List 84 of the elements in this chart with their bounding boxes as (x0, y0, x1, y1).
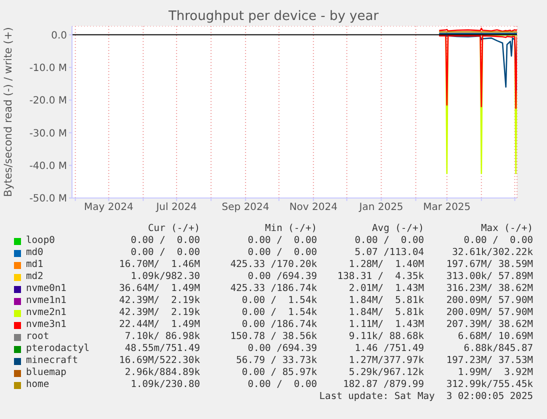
text: 0.00 /186.74k (242, 319, 317, 330)
text: 6.68M/ 10.69M (458, 331, 533, 342)
text: 313.00k/ 57.89M (446, 271, 533, 282)
legend-label: nvme0n1 (26, 283, 66, 294)
text: 9.11k/ 88.68k (348, 331, 424, 342)
chart-title: Throughput per device - by year (167, 9, 380, 24)
text: 32.61k/302.22k (452, 247, 533, 258)
text: 197.67M/ 38.59M (446, 259, 533, 270)
text: 36.64M/ 1.49M (119, 283, 200, 294)
text: 138.31 / 4.35k (337, 271, 424, 282)
text: 150.78 / 38.56k (230, 331, 317, 342)
legend-label: md2 (26, 271, 44, 282)
legend-label: root (26, 331, 50, 342)
text: 1.84M/ 5.81k (348, 307, 424, 318)
y-axis-title: Bytes/second read (-) / write (+) (2, 27, 15, 197)
text: 0.00 / 0.00 (464, 235, 533, 246)
y-tick-label: -10.0 M (29, 63, 67, 74)
text: 48.55m/751.49 (124, 343, 200, 354)
text: 0.00 / 0.00 (248, 379, 317, 390)
text: Max (-/+) (481, 223, 533, 234)
x-tick-label: Sep 2024 (222, 202, 270, 214)
x-tick-label: Mar 2025 (423, 202, 471, 214)
legend-label: bluemap (26, 367, 66, 378)
text: 1.28M/ 1.40M (348, 259, 424, 270)
text: 1.99M/ 3.92M (458, 367, 533, 378)
text: 425.33 /170.20k (230, 259, 317, 270)
text: 0.00 /694.39 (248, 343, 317, 354)
text: 0.00 / 0.00 (354, 235, 424, 246)
text: 0.00 / 1.54k (242, 295, 317, 306)
text: 0.00 / 0.00 (130, 235, 200, 246)
text: 200.09M/ 57.90M (446, 307, 533, 318)
y-tick-label: -40.0 M (29, 160, 67, 172)
text: 0.00 /694.39 (248, 271, 317, 282)
text: 1.09k/982.30 (130, 271, 200, 282)
text: 1.46 /751.49 (354, 343, 424, 354)
text: 56.79 / 33.73k (236, 355, 317, 366)
text: 1.27M/377.97k (348, 355, 424, 366)
legend-label: md0 (26, 247, 44, 258)
x-tick-label: Nov 2024 (289, 202, 338, 214)
text: 0.00 / 0.00 (130, 247, 200, 258)
legend-label: nvme1n1 (26, 295, 66, 306)
text: 7.10k/ 86.98k (124, 331, 200, 342)
x-tick-label: Jul 2024 (155, 202, 197, 214)
legend-label: pterodactyl (26, 343, 90, 354)
y-tick-label: 0.0 (51, 30, 67, 42)
text: 0.00 / 0.00 (248, 235, 317, 246)
legend-label: md1 (26, 259, 44, 270)
text: 316.23M/ 38.62M (446, 283, 533, 294)
text: 16.69M/522.30k (119, 355, 200, 366)
text: 42.39M/ 2.19k (119, 307, 200, 318)
text: 197.23M/ 37.53M (446, 355, 533, 366)
text: 200.09M/ 57.90M (446, 295, 533, 306)
text: 207.39M/ 38.62M (446, 319, 533, 330)
text: 2.01M/ 1.43M (348, 283, 424, 294)
text: 16.70M/ 1.46M (119, 259, 200, 270)
text: Min (-/+) (265, 223, 317, 234)
text: 0.00 / 1.54k (242, 307, 317, 318)
text: Cur (-/+) (148, 223, 200, 234)
x-tick-label: May 2024 (84, 202, 134, 214)
text: 42.39M/ 2.19k (119, 295, 200, 306)
text: 0.00 / 85.97k (242, 367, 317, 378)
text: 182.87 /879.99 (343, 379, 424, 390)
text: Avg (-/+) (372, 223, 424, 234)
text: 22.44M/ 1.49M (119, 319, 200, 330)
y-tick-label: -30.0 M (29, 128, 67, 140)
legend-label: loop0 (26, 235, 55, 246)
legend-label: nvme3n1 (26, 319, 66, 330)
text: 2.96k/884.89k (124, 367, 200, 378)
text: 425.33 /186.74k (230, 283, 317, 294)
y-tick-label: -20.0 M (29, 96, 67, 107)
text: 312.99k/755.45k (446, 379, 533, 390)
x-tick-label: Jan 2025 (358, 202, 404, 214)
text: 5.29k/967.12k (348, 367, 424, 378)
text: 1.11M/ 1.43M (348, 319, 424, 330)
text: 6.88k/845.87 (464, 343, 533, 354)
text: 5.07 /113.04 (354, 247, 424, 258)
text: 1.84M/ 5.81k (348, 295, 424, 306)
legend-label: home (26, 379, 50, 390)
legend-label: nvme2n1 (26, 307, 66, 318)
text: Last update: Sat May 3 02:00:05 2025 (319, 391, 533, 402)
text: 0.00 / 0.00 (248, 247, 317, 258)
legend-label: minecraft (26, 355, 78, 366)
text: 1.09k/230.80 (130, 379, 200, 390)
y-tick-label: -50.0 M (29, 194, 67, 205)
